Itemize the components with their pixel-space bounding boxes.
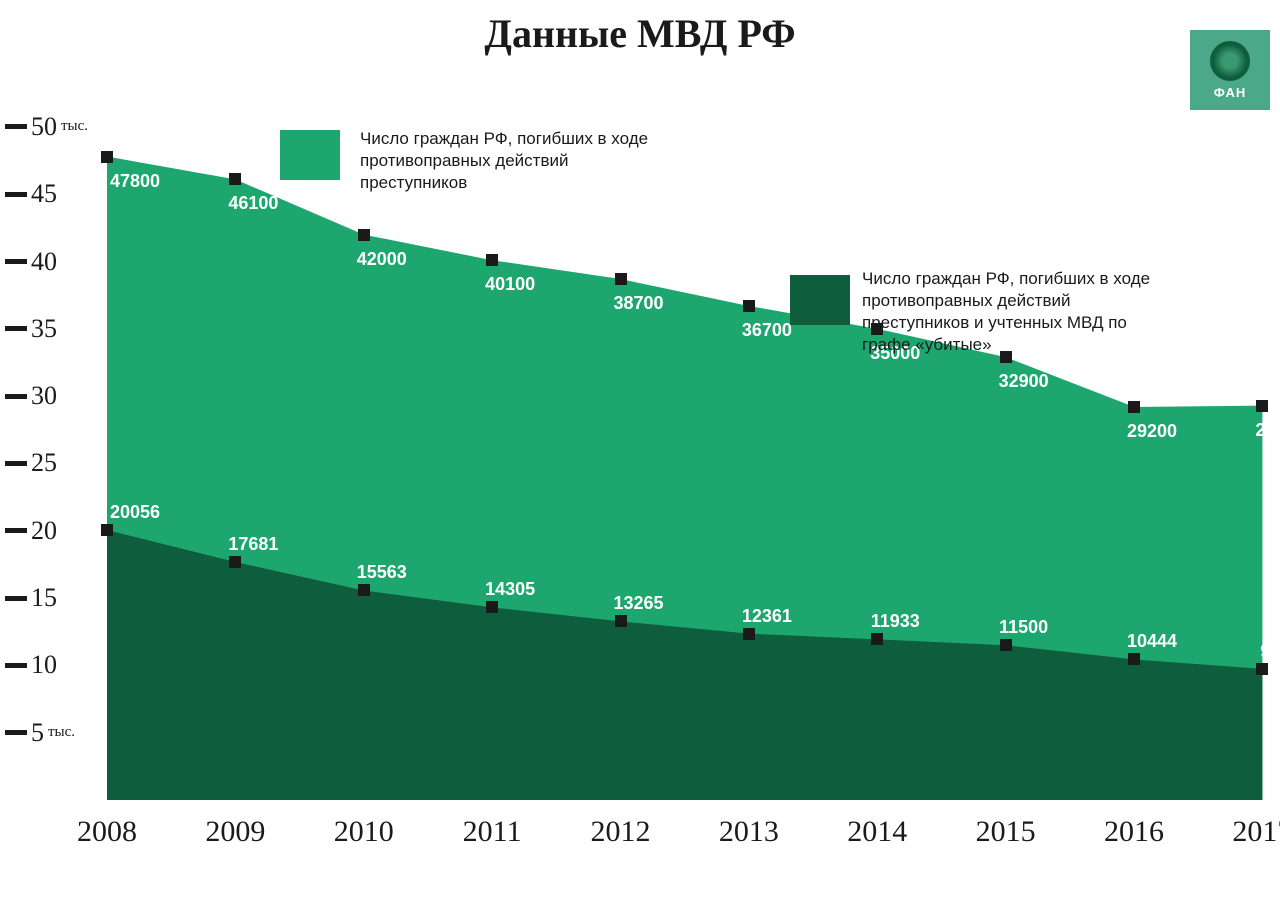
data-value-label: 11933 <box>871 611 920 632</box>
data-marker <box>1128 401 1140 413</box>
y-tick-label: 30 <box>31 381 57 411</box>
y-tick: 15 <box>5 583 57 613</box>
y-tick-label: 15 <box>31 583 57 613</box>
y-tick-unit: тыс. <box>48 724 75 741</box>
data-value-label: 13265 <box>613 593 663 614</box>
x-tick-label: 2008 <box>77 815 137 849</box>
y-tick-label: 25 <box>31 448 57 478</box>
data-marker <box>101 524 113 536</box>
data-value-label: 46100 <box>228 193 278 214</box>
x-tick-label: 2012 <box>591 815 651 849</box>
data-value-label: 38700 <box>613 293 663 314</box>
y-tick-dash <box>5 663 27 668</box>
data-marker <box>615 615 627 627</box>
data-value-label: 12361 <box>742 606 792 627</box>
y-tick-dash <box>5 394 27 399</box>
y-tick-label: 40 <box>31 247 57 277</box>
data-value-label: 11500 <box>999 617 1048 638</box>
y-tick-label: 5 <box>31 718 44 748</box>
data-marker <box>101 151 113 163</box>
y-tick: 40 <box>5 247 57 277</box>
x-tick-label: 2014 <box>847 815 907 849</box>
legend-label: Число граждан РФ, погибших в ходе против… <box>862 268 1162 356</box>
legend-swatch <box>790 275 850 325</box>
data-marker <box>486 601 498 613</box>
chart-container: 5 тыс. 10 15 20 25 30 35 40 45 50 тыс. 2008 2009 201… <box>0 100 1280 860</box>
y-tick: 35 <box>5 314 57 344</box>
data-value-label: 47800 <box>110 171 160 192</box>
data-marker <box>615 273 627 285</box>
y-tick-label: 50 <box>31 112 57 142</box>
y-tick: 10 <box>5 650 57 680</box>
y-tick-label: 10 <box>31 650 57 680</box>
y-tick: 25 <box>5 448 57 478</box>
data-value-label: 40100 <box>485 274 535 295</box>
y-tick-dash <box>5 259 27 264</box>
legend-swatch <box>280 130 340 180</box>
chart-title: Данные МВД РФ <box>0 10 1280 57</box>
data-value-label: 20056 <box>110 502 160 523</box>
y-tick-label: 35 <box>31 314 57 344</box>
data-value-label: 10444 <box>1127 631 1177 652</box>
data-marker <box>1256 400 1268 412</box>
data-marker <box>1128 653 1140 665</box>
data-value-label: 17681 <box>228 534 278 555</box>
data-marker <box>486 254 498 266</box>
data-value-label: 32900 <box>999 371 1049 392</box>
data-value-label: 15563 <box>357 562 407 583</box>
x-tick-label: 2011 <box>463 815 522 849</box>
data-marker <box>743 300 755 312</box>
y-tick-dash <box>5 730 27 735</box>
y-tick-dash <box>5 528 27 533</box>
x-tick-label: 2009 <box>205 815 265 849</box>
data-value-label: 36700 <box>742 320 792 341</box>
y-tick: 50 тыс. <box>5 112 88 142</box>
y-tick: 45 <box>5 179 57 209</box>
data-marker <box>229 556 241 568</box>
legend-label: Число граждан РФ, погибших в ходе против… <box>360 128 660 194</box>
x-tick-label: 2013 <box>719 815 779 849</box>
y-tick-dash <box>5 596 27 601</box>
logo-text: ФАН <box>1214 85 1247 100</box>
data-value-label: 29300 <box>1255 420 1280 441</box>
y-tick-unit: тыс. <box>61 118 88 135</box>
y-tick: 5 тыс. <box>5 718 75 748</box>
y-tick-dash <box>5 461 27 466</box>
x-tick-label: 2017 <box>1232 815 1280 849</box>
y-tick-label: 45 <box>31 179 57 209</box>
y-tick-label: 20 <box>31 516 57 546</box>
y-tick: 20 <box>5 516 57 546</box>
y-tick-dash <box>5 124 27 129</box>
data-value-label: 14305 <box>485 579 535 600</box>
data-value-label: 29200 <box>1127 421 1177 442</box>
data-value-label: 9738 <box>1260 641 1280 662</box>
data-marker <box>1000 639 1012 651</box>
y-tick: 30 <box>5 381 57 411</box>
data-marker <box>358 584 370 596</box>
y-tick-dash <box>5 192 27 197</box>
data-value-label: 42000 <box>357 249 407 270</box>
data-marker <box>229 173 241 185</box>
x-tick-label: 2010 <box>334 815 394 849</box>
x-tick-label: 2016 <box>1104 815 1164 849</box>
fan-logo: ФАН <box>1190 30 1270 110</box>
data-marker <box>871 633 883 645</box>
data-marker <box>1256 663 1268 675</box>
x-tick-label: 2015 <box>976 815 1036 849</box>
data-marker <box>743 628 755 640</box>
y-tick-dash <box>5 326 27 331</box>
logo-circle-icon <box>1210 41 1250 81</box>
data-marker <box>358 229 370 241</box>
